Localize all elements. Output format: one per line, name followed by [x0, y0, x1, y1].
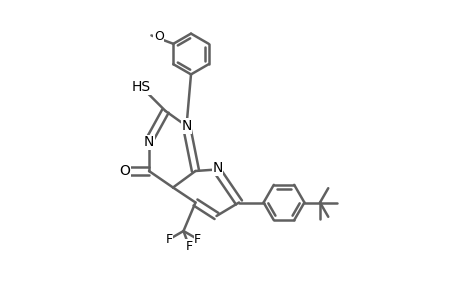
Text: N: N: [212, 161, 222, 175]
Text: N: N: [144, 136, 154, 149]
Text: F: F: [194, 233, 201, 246]
Text: O: O: [154, 30, 163, 44]
Text: HS: HS: [132, 80, 151, 94]
Text: N: N: [181, 119, 191, 133]
Text: O: O: [119, 164, 130, 178]
Text: F: F: [185, 240, 192, 253]
Text: F: F: [165, 233, 173, 246]
